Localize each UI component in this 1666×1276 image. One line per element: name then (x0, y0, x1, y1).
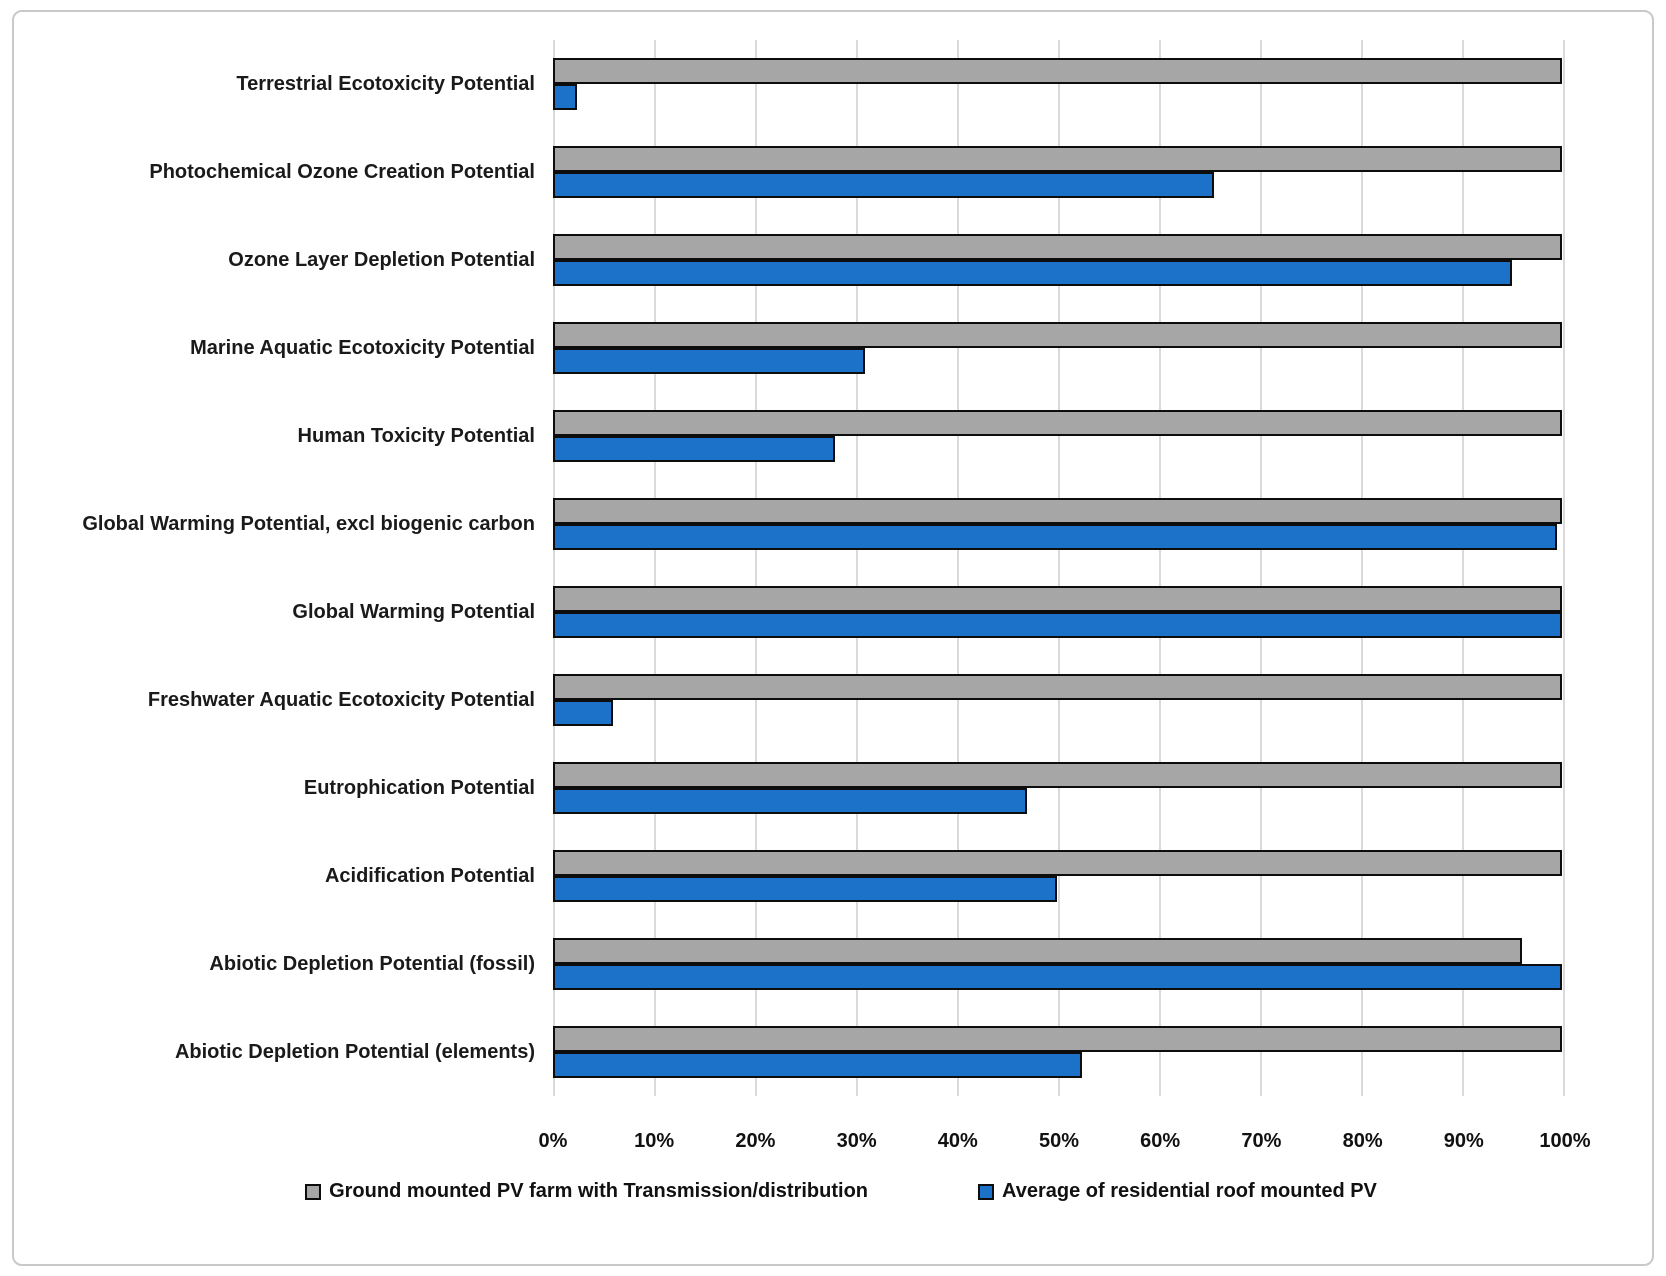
chart-rows: Terrestrial Ecotoxicity Potential Photoch… (30, 40, 1652, 1096)
bar-pair (553, 498, 1563, 550)
x-tick-label: 80% (1342, 1130, 1383, 1152)
bar-ground-pv-farm (553, 58, 1562, 84)
x-tick-label: 40% (937, 1130, 978, 1152)
bar-pair (553, 938, 1563, 990)
bar-area (553, 744, 1565, 832)
category-row: Eutrophication Potential (30, 744, 1652, 832)
category-label: Acidification Potential (324, 865, 535, 887)
bar-ground-pv-farm (553, 322, 1562, 348)
category-row: Freshwater Aquatic Ecotoxicity Potential (30, 656, 1652, 744)
bar-pair (553, 1026, 1563, 1078)
x-tick-label: 10% (634, 1130, 675, 1152)
bar-residential-roof-pv (553, 260, 1512, 286)
bar-residential-roof-pv (553, 612, 1562, 638)
bar-residential-roof-pv (553, 964, 1562, 990)
x-tick-label: 0% (538, 1130, 568, 1152)
bar-ground-pv-farm (553, 850, 1562, 876)
bar-pair (553, 850, 1563, 902)
bar-ground-pv-farm (553, 498, 1562, 524)
bar-ground-pv-farm (553, 674, 1562, 700)
bar-ground-pv-farm (553, 410, 1562, 436)
category-row: Photochemical Ozone Creation Potential (30, 128, 1652, 216)
bar-residential-roof-pv (553, 876, 1057, 902)
x-axis-ticks: 0% 10% 20% 30% 40% 50% 60% 70% 80% 90% 100% (539, 1096, 1591, 1174)
x-tick-label: 20% (735, 1130, 776, 1152)
bar-ground-pv-farm (553, 586, 1562, 612)
category-row: Ozone Layer Depletion Potential (30, 216, 1652, 304)
bar-area (553, 392, 1565, 480)
x-tick-label: 50% (1038, 1130, 1080, 1152)
bar-area (553, 40, 1565, 128)
category-row: Terrestrial Ecotoxicity Potential (30, 40, 1652, 128)
category-label: Ozone Layer Depletion Potential (228, 249, 535, 271)
category-row: Marine Aquatic Ecotoxicity Potential (30, 304, 1652, 392)
legend-item-roof-pv: Average of residential roof mounted PV (978, 1180, 1377, 1203)
legend: Ground mounted PV farm with Transmission… (30, 1180, 1652, 1203)
legend-label-roof-pv: Average of residential roof mounted PV (1002, 1180, 1377, 1202)
bar-area (553, 568, 1565, 656)
category-row: Acidification Potential (30, 832, 1652, 920)
category-row: Abiotic Depletion Potential (fossil) (30, 920, 1652, 1008)
bar-ground-pv-farm (553, 762, 1562, 788)
bar-residential-roof-pv (553, 172, 1214, 198)
bar-pair (553, 410, 1563, 462)
category-label: Photochemical Ozone Creation Potential (149, 161, 535, 183)
bar-area (553, 304, 1565, 392)
category-row: Human Toxicity Potential (30, 392, 1652, 480)
bar-pair (553, 58, 1563, 110)
legend-item-ground-pv: Ground mounted PV farm with Transmission… (305, 1180, 868, 1203)
x-tick-label: 100% (1539, 1130, 1591, 1152)
x-axis-spacer (30, 1096, 553, 1174)
category-label: Human Toxicity Potential (297, 425, 535, 447)
bar-area (553, 216, 1565, 304)
bar-area (553, 480, 1565, 568)
bar-area (553, 128, 1565, 216)
legend-label-ground-pv: Ground mounted PV farm with Transmission… (329, 1180, 869, 1202)
bar-residential-roof-pv (553, 524, 1557, 550)
bar-chart: Terrestrial Ecotoxicity Potential Photoch… (14, 12, 1652, 1203)
bar-residential-roof-pv (553, 436, 835, 462)
bar-residential-roof-pv (553, 84, 578, 110)
x-tick-label: 70% (1241, 1130, 1282, 1152)
x-tick-label: 30% (836, 1130, 877, 1152)
bar-pair (553, 146, 1563, 198)
category-row: Abiotic Depletion Potential (elements) (30, 1008, 1652, 1096)
category-label: Abiotic Depletion Potential (fossil) (209, 953, 535, 975)
bar-ground-pv-farm (553, 1026, 1562, 1052)
x-axis: 0% 10% 20% 30% 40% 50% 60% 70% 80% 90% 100% (30, 1096, 1652, 1174)
category-label: Eutrophication Potential (303, 777, 535, 799)
bar-area (553, 832, 1565, 920)
bar-pair (553, 674, 1563, 726)
bar-residential-roof-pv (553, 348, 866, 374)
category-label: Global Warming Potential (292, 601, 535, 623)
bar-ground-pv-farm (553, 234, 1562, 260)
bar-pair (553, 322, 1563, 374)
category-label: Freshwater Aquatic Ecotoxicity Potential (147, 689, 535, 711)
legend-swatch-roof-pv-icon (978, 1183, 995, 1200)
bar-residential-roof-pv (553, 1052, 1083, 1078)
bar-pair (553, 234, 1563, 286)
bar-pair (553, 762, 1563, 814)
category-label: Abiotic Depletion Potential (elements) (174, 1041, 535, 1063)
chart-figure: Terrestrial Ecotoxicity Potential Photoch… (12, 10, 1654, 1266)
bar-area (553, 920, 1565, 1008)
bar-area (553, 656, 1565, 744)
bar-area (553, 1008, 1565, 1096)
bar-ground-pv-farm (553, 938, 1522, 964)
category-row: Global Warming Potential, excl biogenic … (30, 480, 1652, 568)
x-tick-label: 90% (1443, 1130, 1484, 1152)
bar-pair (553, 586, 1563, 638)
legend-swatch-ground-pv-icon (305, 1183, 322, 1200)
category-label: Terrestrial Ecotoxicity Potential (236, 73, 535, 95)
category-row: Global Warming Potential (30, 568, 1652, 656)
category-label: Marine Aquatic Ecotoxicity Potential (190, 337, 535, 359)
bar-residential-roof-pv (553, 700, 613, 726)
bar-ground-pv-farm (553, 146, 1562, 172)
bar-residential-roof-pv (553, 788, 1027, 814)
x-tick-label: 60% (1140, 1130, 1181, 1152)
category-label: Global Warming Potential, excl biogenic … (82, 513, 535, 535)
